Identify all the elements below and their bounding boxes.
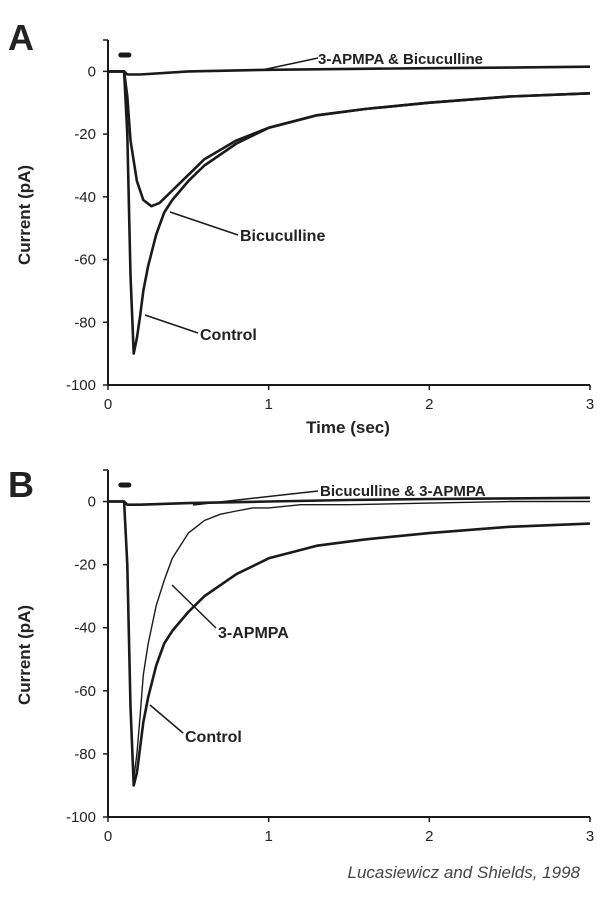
panel-a-letter: A xyxy=(8,17,34,58)
panel-a-chart: Current (pA) Time (sec) 3-APMPA & Bicucu… xyxy=(15,39,594,437)
panel-b-trace-control xyxy=(108,500,591,787)
panel-b-ytick-label: -20 xyxy=(74,557,96,574)
panel-a-ytick-label: -20 xyxy=(74,126,96,143)
panel-a-trace-control xyxy=(108,70,591,355)
panel-a-xtick-label: 3 xyxy=(586,396,594,413)
panel-b-ylabel: Current (pA) xyxy=(15,605,34,705)
panel-a-leader-control xyxy=(144,314,199,334)
panel-a-ylabel: Current (pA) xyxy=(15,165,34,265)
panel-a-xtick-label: 0 xyxy=(104,396,112,413)
panel-a-label-bicuculline: Bicuculline xyxy=(240,228,325,245)
panel-a-ytick-label: -40 xyxy=(74,189,96,206)
panel-b-ytick-label: -80 xyxy=(74,746,96,763)
panel-b-label-control: Control xyxy=(185,729,242,746)
panel-a-ytick-label: 0 xyxy=(88,63,96,80)
panel-b-ytick-label: -100 xyxy=(66,809,96,826)
panel-a-trace-3-apmpa-bicuculline xyxy=(108,65,591,76)
figure-credit: Lucasiewicz and Shields, 1998 xyxy=(348,863,581,882)
panel-a-xlabel: Time (sec) xyxy=(306,418,390,437)
panel-b-xtick-label: 2 xyxy=(425,828,433,845)
panel-b-trace-bicuculline-3-apmpa xyxy=(108,496,591,506)
panel-b-letter: B xyxy=(8,464,34,505)
panel-a-leader-bicuculline xyxy=(169,211,239,236)
panel-a-xtick-label: 2 xyxy=(425,396,433,413)
panel-a-ytick-label: -80 xyxy=(74,314,96,331)
panel-b-label-bicuculline-3apmpa: Bicuculline & 3-APMPA xyxy=(320,483,486,500)
panel-a-label-control: Control xyxy=(200,327,257,344)
panel-b-ytick-label: -40 xyxy=(74,620,96,637)
panel-a-label-3apmpa-bicuculline: 3-APMPA & Bicuculline xyxy=(318,51,483,68)
panel-b-ytick-label: -60 xyxy=(74,683,96,700)
panel-b-xtick-label: 0 xyxy=(104,828,112,845)
panel-b-xtick-label: 1 xyxy=(264,828,272,845)
panel-a-leader-3apmpa-bicuculline xyxy=(261,57,319,71)
panel-a-trace-bicuculline xyxy=(108,70,591,208)
panel-a-xtick-label: 1 xyxy=(264,396,272,413)
panel-b-ytick-label: 0 xyxy=(88,494,96,511)
panel-b-xtick-label: 3 xyxy=(586,828,594,845)
panel-b-chart: Current (pA) Bicuculline & 3-APMPA 3-APM… xyxy=(15,469,594,845)
panel-a-ytick-label: -60 xyxy=(74,252,96,269)
panel-a-ytick-label: -100 xyxy=(66,377,96,394)
panel-b-trace-3-apmpa xyxy=(108,500,590,780)
panel-b-leader-control xyxy=(149,704,184,734)
panel-b-label-3apmpa: 3-APMPA xyxy=(218,625,289,642)
